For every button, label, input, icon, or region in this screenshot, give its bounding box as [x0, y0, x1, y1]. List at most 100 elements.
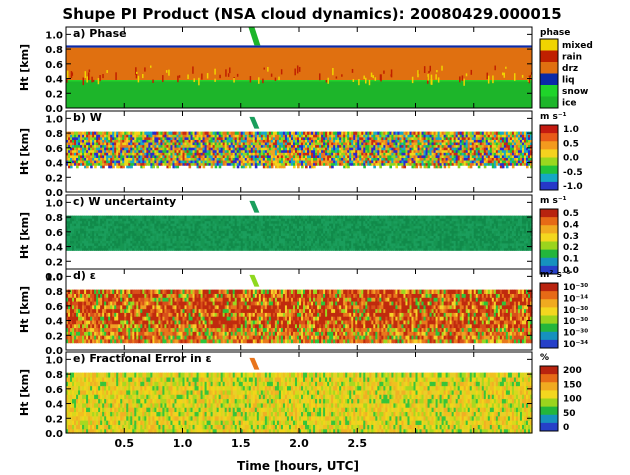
- heatmap-cell: [170, 141, 174, 146]
- heatmap-cell: [148, 144, 151, 148]
- heatmap-cell: [132, 242, 135, 246]
- heatmap-cell: [118, 220, 121, 224]
- heatmap-cell: [206, 232, 210, 236]
- heatmap-cell: [365, 139, 368, 143]
- heatmap-cell: [258, 144, 262, 148]
- heatmap-cell: [359, 159, 362, 164]
- heatmap-cell: [505, 147, 509, 151]
- heatmap-cell: [152, 149, 155, 153]
- heatmap-cell: [130, 159, 133, 164]
- heatmap-cell: [503, 147, 507, 151]
- heatmap-cell: [148, 225, 151, 229]
- heatmap-cell: [92, 215, 95, 219]
- heatmap-cell: [82, 227, 85, 232]
- heatmap-cell: [292, 154, 296, 158]
- heatmap-cell: [186, 152, 190, 156]
- phase-speck: [249, 76, 252, 83]
- y-ticks-a: 0.00.20.40.60.81.0: [45, 30, 532, 115]
- heatmap-cell: [252, 134, 256, 138]
- heatmap-cell: [337, 152, 340, 156]
- heatmap-cell: [331, 154, 334, 158]
- heatmap-cell: [467, 141, 471, 146]
- heatmap-cell: [415, 141, 419, 146]
- heatmap-cell: [196, 247, 200, 251]
- heatmap-cell: [268, 134, 272, 138]
- heatmap-cell: [351, 159, 354, 164]
- colorbar-frame: [539, 38, 559, 109]
- heatmap-cell: [212, 235, 216, 239]
- heatmap-cell: [523, 139, 527, 143]
- heatmap-cell: [128, 159, 131, 164]
- heatmap-cell: [301, 139, 304, 143]
- heatmap-cell: [76, 230, 79, 234]
- heatmap-cell: [180, 247, 184, 251]
- heatmap-cell: [128, 134, 131, 138]
- heatmap-cell: [331, 131, 334, 135]
- heatmap-cell: [130, 242, 133, 246]
- heatmap-cell: [190, 134, 194, 138]
- heatmap-cell: [232, 152, 236, 156]
- heatmap-cell: [294, 141, 298, 146]
- heatmap-cell: [192, 232, 196, 236]
- heatmap-cell: [288, 152, 292, 156]
- heatmap-cell: [206, 240, 210, 244]
- heatmap-cell: [258, 149, 262, 153]
- heatmap-cell: [162, 141, 166, 146]
- heatmap-cell: [74, 245, 77, 249]
- heatmap-cell: [459, 141, 463, 146]
- heatmap-cell: [359, 136, 362, 140]
- heatmap-cell: [182, 220, 186, 224]
- heatmap-cell: [78, 230, 81, 234]
- heatmap-cell: [292, 223, 296, 227]
- heatmap-cell: [359, 147, 362, 151]
- heatmap-cell: [236, 223, 240, 227]
- heatmap-cell: [172, 240, 176, 244]
- heatmap-cell: [387, 159, 390, 164]
- heatmap-cell: [96, 141, 99, 146]
- heatmap-cell: [290, 223, 294, 227]
- heatmap-cell: [140, 237, 143, 241]
- heatmap-cell: [74, 223, 77, 227]
- heatmap-cell: [88, 232, 91, 236]
- heatmap-cell: [413, 154, 417, 158]
- heatmap-cell: [144, 147, 147, 151]
- heatmap-cell: [507, 139, 511, 143]
- heatmap-cell: [86, 225, 89, 229]
- heatmap-cell: [451, 136, 455, 140]
- heatmap-cell: [351, 141, 354, 146]
- heatmap-cell: [236, 218, 240, 222]
- heatmap-cell: [72, 144, 75, 148]
- heatmap-cell: [150, 159, 153, 164]
- heatmap-cell: [419, 159, 423, 164]
- heatmap-cell: [148, 235, 151, 239]
- heatmap-cell: [248, 232, 252, 236]
- heatmap-cell: [353, 152, 356, 156]
- heatmap-cell: [415, 159, 419, 164]
- heatmap-cell: [146, 157, 149, 161]
- heatmap-cell: [270, 242, 274, 246]
- heatmap-cell: [383, 139, 386, 143]
- heatmap-cell: [266, 154, 270, 158]
- heatmap-cell: [252, 245, 256, 249]
- heatmap-cell: [94, 247, 97, 251]
- y-tick-label: 0.8: [45, 129, 63, 140]
- heatmap-cell: [282, 162, 286, 166]
- heatmap-cell: [521, 131, 525, 135]
- phase-speck: [370, 72, 373, 78]
- heatmap-cell: [120, 136, 123, 140]
- heatmap-cell: [276, 240, 280, 244]
- heatmap-cell: [194, 152, 198, 156]
- heatmap-cell: [116, 154, 119, 158]
- heatmap-cell: [379, 157, 382, 161]
- heatmap-cell: [377, 147, 380, 151]
- heatmap-cell: [266, 242, 270, 246]
- heatmap-cell: [457, 147, 461, 151]
- heatmap-cell: [190, 230, 194, 234]
- heatmap-cell: [218, 134, 222, 138]
- heatmap-cell: [232, 245, 236, 249]
- heatmap-cell: [377, 149, 380, 153]
- heatmap-cell: [309, 144, 312, 148]
- heatmap-cell: [487, 134, 491, 138]
- heatmap-cell: [515, 162, 519, 166]
- heatmap-cell: [92, 154, 95, 158]
